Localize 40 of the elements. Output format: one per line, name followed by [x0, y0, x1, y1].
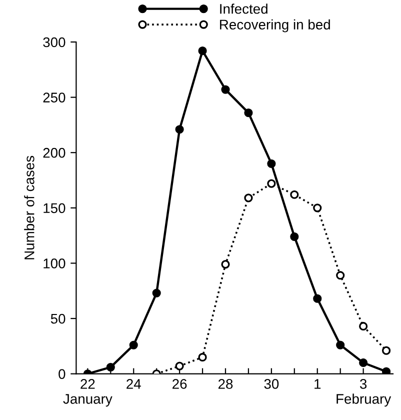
point	[313, 204, 322, 212]
x-tick-label: 3 February	[336, 379, 392, 407]
y-tick-label: 50	[50, 314, 66, 324]
legend-label: Recovering in bed	[220, 19, 330, 32]
x-tick-label: 30	[264, 379, 279, 389]
point	[267, 159, 276, 168]
point	[359, 322, 368, 331]
x-tick-label: 1	[314, 379, 321, 389]
legend-label: Infected	[220, 4, 268, 14]
point	[221, 260, 230, 269]
x-tick-label: 24	[126, 379, 141, 389]
x-tick-label: 26	[172, 379, 187, 389]
y-tick-label: 300	[43, 37, 66, 48]
y-tick-label: 100	[44, 258, 66, 268]
point	[244, 108, 253, 118]
point	[290, 232, 299, 241]
point	[336, 340, 345, 350]
y-tick-label: 0	[58, 369, 66, 379]
point	[313, 294, 322, 303]
x-tick-label: 28	[218, 379, 233, 389]
point	[106, 362, 115, 372]
y-tick-label: 250	[43, 92, 66, 102]
point	[175, 125, 184, 134]
point	[221, 85, 230, 94]
point	[152, 288, 161, 298]
point	[382, 367, 391, 374]
point	[244, 194, 253, 202]
point	[198, 352, 207, 362]
point	[382, 346, 391, 355]
point	[359, 358, 368, 368]
point	[129, 340, 138, 350]
point	[267, 179, 276, 188]
point	[175, 362, 184, 370]
point	[336, 271, 345, 280]
x-tick-label: 22 January	[63, 379, 112, 407]
y-tick-label: 200	[43, 148, 66, 158]
point	[290, 190, 299, 199]
y-axis-title: Number of cases	[24, 156, 34, 260]
y-tick-label: 150	[44, 203, 66, 214]
point	[198, 46, 207, 56]
